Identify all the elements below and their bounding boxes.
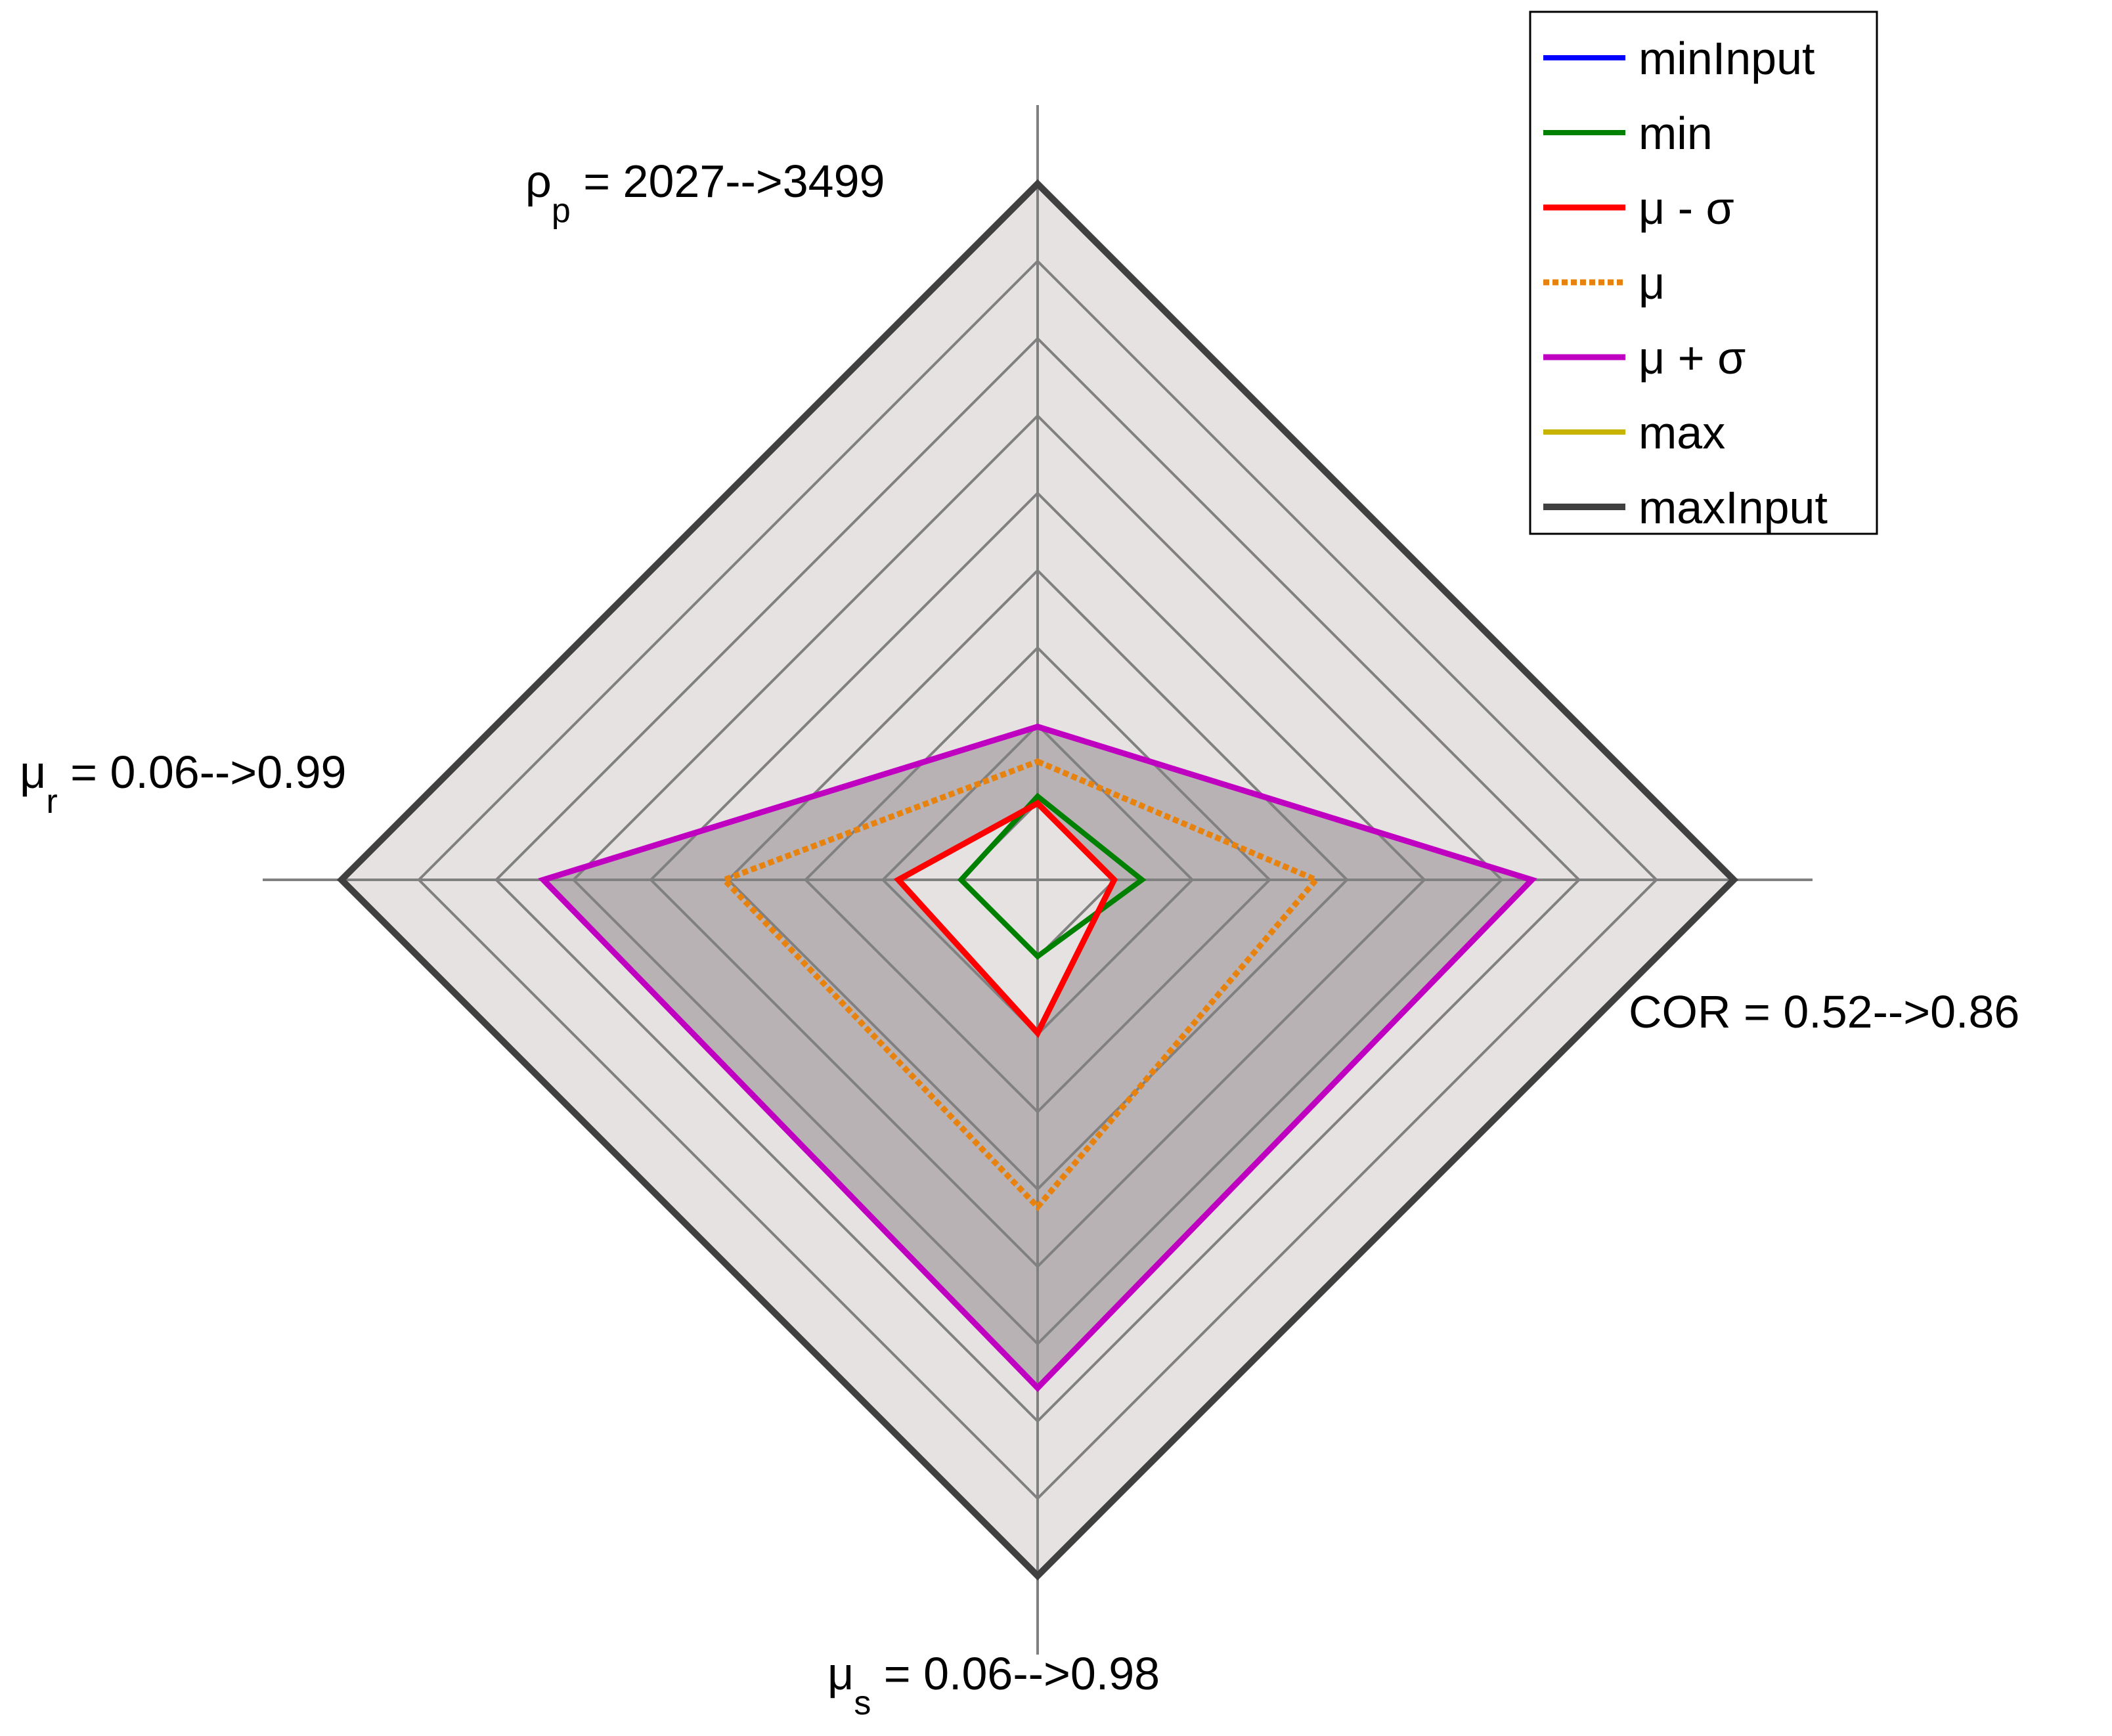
series--polygon <box>719 758 1321 1211</box>
radar-axis-lines <box>263 105 1813 1655</box>
axis-label-rho_p: ρp = 2027-->3499 <box>525 156 885 230</box>
legend-entry-label: max <box>1639 407 1725 458</box>
axis-label-cor: COR = 0.52-->0.86 <box>1629 986 2019 1037</box>
legend-entry-label: maxInput <box>1639 482 1828 533</box>
chart-legend: minInput min μ - σ μ μ + σ max maxInput <box>1529 11 1878 535</box>
series--polygon <box>538 724 1537 1393</box>
series-min-polygon <box>957 792 1147 960</box>
legend-entry-label: μ - σ <box>1639 183 1734 234</box>
axis-label-mu_r: μr = 0.06-->0.99 <box>20 747 346 821</box>
radar-axis-labels: ρp = 2027-->3499 COR = 0.52-->0.86 μs = 0.… <box>20 156 2019 1722</box>
axis-label-mu_s: μs = 0.06-->0.98 <box>827 1648 1160 1722</box>
radar-series <box>336 179 1739 1581</box>
legend-box <box>1529 11 1878 535</box>
legend-entry-label: min <box>1639 108 1713 159</box>
inner-range-band <box>898 803 1114 1033</box>
series-maxinput-polygon <box>336 179 1739 1581</box>
legend-entry-label: μ + σ <box>1639 332 1746 383</box>
series--polygon <box>893 799 1118 1039</box>
legend-entry-label: μ <box>1639 257 1665 309</box>
legend-entry-label: minInput <box>1639 33 1815 84</box>
